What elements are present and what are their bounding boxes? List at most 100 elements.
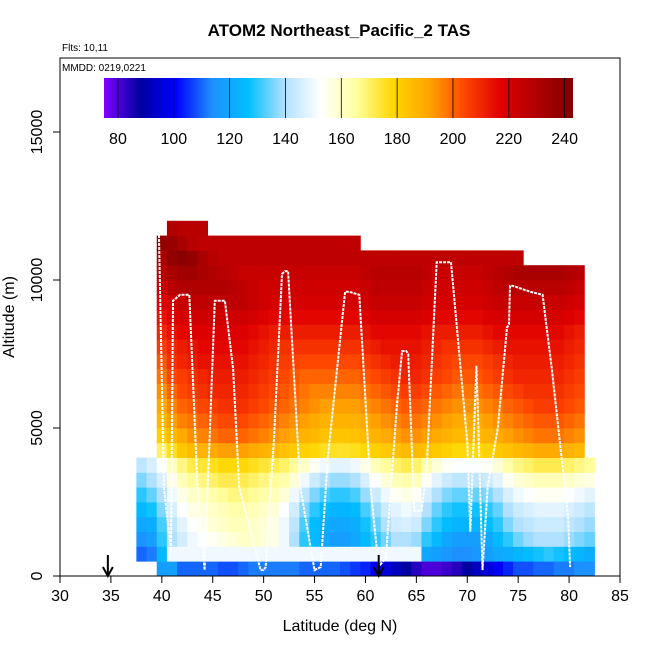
curtain-cell (462, 250, 473, 266)
curtain-cell (533, 472, 545, 488)
curtain-cell (156, 250, 168, 266)
curtain-cell (238, 442, 249, 458)
curtain-cell (462, 354, 473, 370)
curtain-cell (401, 487, 412, 503)
curtain-cell (197, 280, 209, 296)
curtain-cell (278, 250, 290, 266)
curtain-cell (360, 309, 371, 325)
curtain-cell (217, 354, 229, 370)
curtain-cell (411, 516, 422, 532)
curtain-cell (431, 294, 443, 310)
curtain-cell (350, 546, 361, 562)
curtain-cell (492, 516, 504, 532)
curtain-cell (156, 309, 168, 325)
curtain-cell (441, 354, 453, 370)
curtain-cell (462, 280, 473, 296)
curtain-cell (553, 368, 565, 384)
curtain-cell (360, 250, 371, 266)
curtain-cell (574, 354, 585, 370)
curtain-cell (309, 294, 321, 310)
curtain-cell (329, 398, 341, 414)
curtain-cell (564, 309, 575, 325)
colorbar-tick-label: 160 (328, 131, 355, 148)
curtain-cell (584, 502, 595, 518)
curtain-cell (319, 294, 331, 310)
curtain-cell (258, 428, 270, 444)
curtain-cell (421, 531, 433, 547)
curtain-cell (401, 428, 412, 444)
curtain-cell (523, 294, 534, 310)
curtain-cell (187, 546, 198, 562)
y-axis: 0 5000 10000 15000 (29, 110, 60, 580)
curtain-cell (238, 428, 249, 444)
curtain-cell (564, 502, 575, 518)
curtain-cell (217, 428, 229, 444)
curtain-cell (492, 472, 504, 488)
curtain-cell (278, 383, 290, 399)
curtain-cell (207, 235, 219, 251)
curtain-cell (350, 309, 361, 325)
curtain-cell (513, 502, 524, 518)
curtain-cell (472, 354, 483, 370)
curtain-cell (258, 354, 270, 370)
curtain-cell (258, 546, 270, 562)
curtain-cell (543, 428, 555, 444)
curtain-cell (502, 383, 514, 399)
curtain-cell (187, 502, 198, 518)
curtain-cell (340, 413, 351, 429)
curtain-cell (329, 250, 341, 266)
curtain-cell (513, 457, 524, 473)
curtain-cell (533, 457, 545, 473)
curtain-cell (574, 428, 585, 444)
curtain-cell (156, 324, 168, 340)
curtain-cell (197, 250, 209, 266)
colorbar-tick-label: 240 (551, 131, 578, 148)
curtain-cell (187, 457, 198, 473)
curtain-cell (543, 413, 555, 429)
curtain-cell (177, 235, 188, 251)
curtain-cell (380, 383, 392, 399)
curtain-cell (238, 502, 249, 518)
curtain-cell (533, 309, 545, 325)
curtain-cell (187, 398, 198, 414)
curtain-cell (207, 561, 219, 577)
y-tick-label: 0 (29, 571, 46, 580)
curtain-cell (574, 516, 585, 532)
curtain-cell (309, 428, 321, 444)
flights-subtitle: Flts: 10,11 (62, 43, 108, 54)
curtain-cell (268, 309, 280, 325)
curtain-cell (431, 250, 443, 266)
curtain-cell (533, 398, 545, 414)
curtain-cell (217, 546, 229, 562)
curtain-cell (523, 428, 534, 444)
curtain-cell (421, 324, 433, 340)
curtain-cell (553, 502, 565, 518)
curtain-cell (574, 324, 585, 340)
curtain-cell (553, 413, 565, 429)
curtain-cell (462, 265, 473, 281)
curtain-cell (513, 250, 524, 266)
curtain-cell (584, 472, 595, 488)
curtain-cell (441, 413, 453, 429)
curtain-cell (329, 309, 341, 325)
curtain-cell (502, 250, 514, 266)
curtain-cell (278, 472, 290, 488)
curtain-cell (543, 472, 555, 488)
curtain-cell (156, 457, 168, 473)
curtain-cell (401, 294, 412, 310)
curtain-cell (248, 339, 259, 355)
curtain-cell (380, 531, 392, 547)
curtain-cell (228, 265, 239, 281)
curtain-cell (187, 442, 198, 458)
curtain-cell (462, 398, 473, 414)
curtain-cell (380, 324, 392, 340)
x-axis-label: Latitude (deg N) (283, 618, 398, 635)
curtain-cell (543, 309, 555, 325)
curtain-cell (278, 339, 290, 355)
curtain-cell (197, 487, 209, 503)
curtain-cell (350, 398, 361, 414)
curtain-cell (207, 546, 219, 562)
curtain-cell (390, 280, 402, 296)
curtain-cell (350, 339, 361, 355)
curtain-cell (289, 516, 300, 532)
